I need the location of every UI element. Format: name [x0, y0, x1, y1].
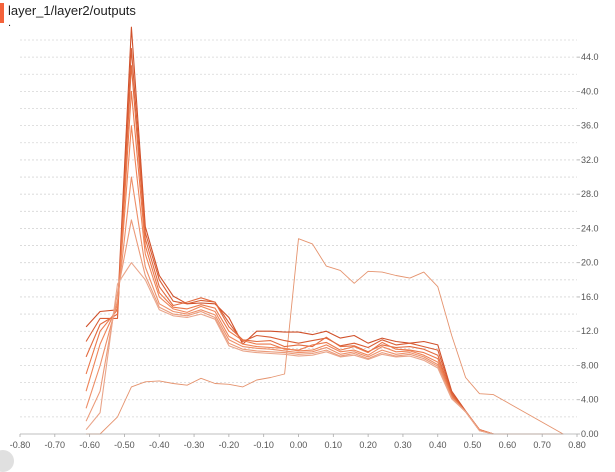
grid-lines: [20, 39, 577, 418]
chart-subtitle: .: [8, 17, 12, 29]
x-tick-label: -0.80: [10, 440, 31, 450]
x-tick-label: 0.50: [464, 440, 482, 450]
series-line-2: [85, 26, 564, 435]
x-tick-label: -0.40: [149, 440, 170, 450]
x-tick-label: 0.00: [290, 440, 308, 450]
x-tick-label: 0.10: [325, 440, 343, 450]
x-tick-label: -0.30: [184, 440, 205, 450]
chart-header: layer_1/layer2/outputs .: [0, 0, 615, 30]
x-tick-label: 0.80: [568, 440, 586, 450]
series-line-8: [85, 219, 564, 435]
line-chart[interactable]: -0.80 -0.70 -0.60 -0.50 -0.40 -0.30 -0.20 -0.10…: [0, 0, 615, 460]
title-accent-bar: [0, 3, 4, 23]
series-line-3: [85, 48, 564, 435]
x-tick-label: 0.40: [429, 440, 447, 450]
series-line-5: [85, 90, 564, 435]
series-line-1: [86, 238, 564, 435]
x-tick-label: -0.70: [45, 440, 66, 450]
x-tick-label: -0.20: [219, 440, 240, 450]
series-line-4: [85, 65, 564, 435]
x-tick-label: -0.60: [79, 440, 100, 450]
y-tick-label: 0.00: [581, 429, 599, 439]
y-tick-label: 40.0: [581, 86, 599, 96]
y-tick-label: 32.0: [581, 155, 599, 165]
y-tick-label: 36.0: [581, 121, 599, 131]
y-tick-label: 16.0: [581, 292, 599, 302]
series-line-9: [85, 262, 564, 435]
x-tick-label: 0.60: [499, 440, 517, 450]
y-tick-label: 28.0: [581, 189, 599, 199]
x-tick-label: -0.50: [114, 440, 135, 450]
x-tick-label: 0.20: [359, 440, 377, 450]
x-tick-label: -0.10: [253, 440, 274, 450]
y-tick-label: 44.0: [581, 52, 599, 62]
y-tick-label: 12.0: [581, 326, 599, 336]
chart-title: layer_1/layer2/outputs: [8, 3, 136, 18]
x-tick-label: 0.30: [394, 440, 412, 450]
series-lines: [85, 26, 564, 435]
y-tick-label: 4.00: [581, 395, 599, 405]
y-tick-label: 20.0: [581, 258, 599, 268]
y-tick-label: 24.0: [581, 223, 599, 233]
axes: -0.80 -0.70 -0.60 -0.50 -0.40 -0.30 -0.20 -0.10…: [10, 52, 599, 450]
y-tick-label: 8.00: [581, 360, 599, 370]
x-tick-label: 0.70: [533, 440, 551, 450]
